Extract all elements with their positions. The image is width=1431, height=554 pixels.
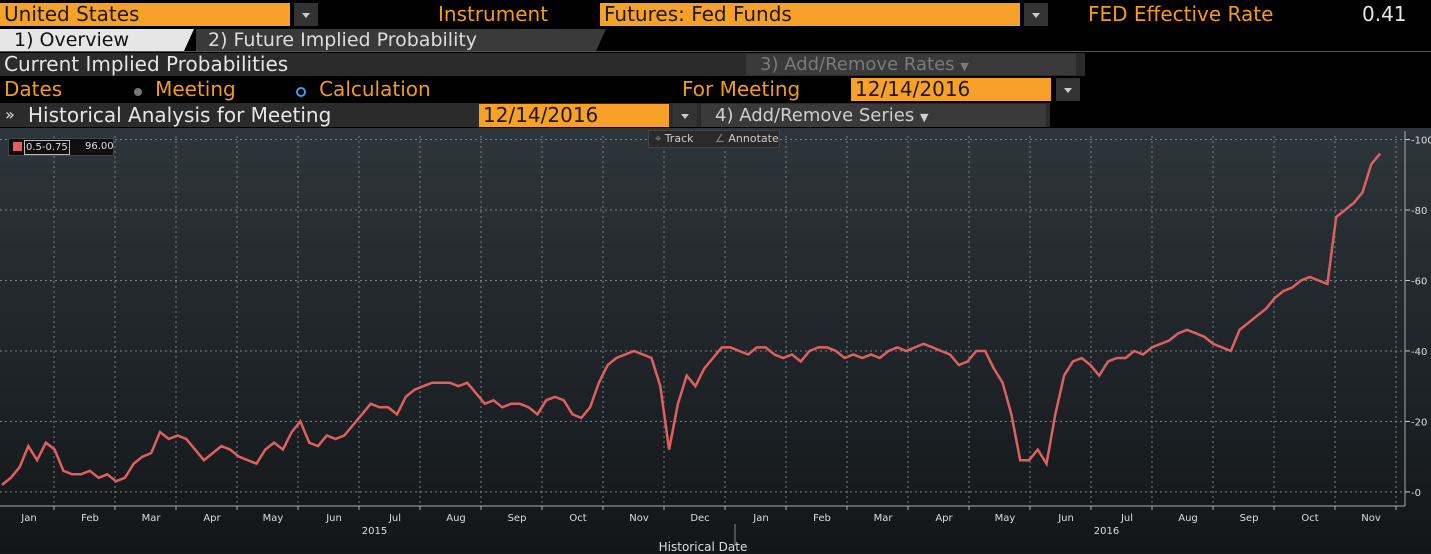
track-button[interactable]: ⌖ Track (655, 131, 694, 147)
caret-down-icon: ▼ (960, 60, 969, 73)
instrument-label: Instrument (438, 2, 549, 26)
legend-swatch (13, 142, 22, 151)
series-line (1, 152, 1382, 486)
x-tick-label: Feb (813, 513, 831, 524)
tab-overview-corner (184, 29, 194, 51)
y-tick-label: -80 (1411, 206, 1427, 217)
y-tick-label: -40 (1411, 347, 1427, 358)
chart-legend[interactable]: 0.5-0.75 96.00 (8, 138, 114, 156)
x-tick-label: Apr (203, 513, 221, 524)
for-meeting-value: 12/14/2016 (855, 77, 971, 101)
x-tick-label: Mar (874, 513, 894, 524)
historical-meeting-dropdown-button[interactable] (673, 104, 697, 127)
radio-selected-icon (296, 86, 306, 97)
for-meeting-label: For Meeting (682, 77, 801, 101)
x-tick-label: Sep (508, 513, 527, 524)
add-remove-rates-label: 3) Add/Remove Rates (760, 54, 955, 75)
chevron-down-icon (1064, 88, 1072, 93)
annotate-button[interactable]: ∠ Annotate (715, 131, 779, 147)
x-tick-label: Jan (20, 513, 36, 524)
section-title: Current Implied Probabilities (4, 52, 289, 76)
historical-title: Historical Analysis for Meeting (28, 103, 332, 127)
tab-overview[interactable]: 1) Overview (0, 29, 184, 51)
country-select[interactable]: United States (0, 3, 290, 26)
x-tick-label: May (995, 513, 1016, 524)
x-tick-label: Oct (569, 513, 586, 524)
historical-meeting-select[interactable]: 12/14/2016 (479, 104, 669, 127)
x-tick-label: Nov (629, 513, 649, 524)
caret-down-icon: ▼ (919, 111, 929, 124)
legend-last-value: 96.00 (85, 141, 114, 152)
chart-toolbar: ⌖ Track ∠ Annotate (648, 130, 780, 148)
pencil-icon: ∠ (715, 132, 725, 145)
year-label: 2015 (362, 526, 387, 537)
for-meeting-select[interactable]: 12/14/2016 (851, 78, 1051, 101)
x-tick-label: Aug (446, 513, 466, 524)
chevron-down-icon (1032, 13, 1040, 18)
radio-meeting-label: Meeting (155, 77, 236, 101)
chevron-down-icon (681, 114, 689, 119)
track-label: Track (664, 132, 694, 145)
x-tick-label: Aug (1178, 513, 1198, 524)
instrument-select[interactable]: Futures: Fed Funds (600, 3, 1020, 26)
x-tick-label: Sep (1240, 513, 1259, 524)
country-dropdown-button[interactable] (294, 3, 318, 26)
x-tick-label: Mar (142, 513, 162, 524)
x-tick-label: Feb (81, 513, 99, 524)
instrument-value: Futures: Fed Funds (604, 2, 792, 26)
x-tick-label: Jul (388, 513, 401, 524)
x-tick-label: Jun (325, 513, 342, 524)
tab-overview-label: 1) Overview (14, 29, 129, 51)
x-tick-label: Oct (1301, 513, 1318, 524)
collapse-chevron-icon[interactable]: » (5, 105, 15, 124)
y-tick-label: -100 (1411, 136, 1431, 147)
tab-future-label: 2) Future Implied Probability (208, 29, 478, 51)
chart-area[interactable]: -0 -20 -40 -60 -80 -100 Jan Feb Mar Apr May Jun Jul… (0, 128, 1431, 554)
x-tick-label: Dec (690, 513, 709, 524)
add-remove-series-button[interactable]: 4) Add/Remove Series ▼ (701, 104, 1046, 127)
x-tick-label: Apr (935, 513, 953, 524)
tab-future-corner (596, 29, 606, 51)
x-tick-label: Jul (1120, 513, 1133, 524)
historical-meeting-value: 12/14/2016 (483, 103, 599, 127)
dates-label: Dates (4, 77, 63, 101)
legend-series-name: 0.5-0.75 (24, 140, 70, 155)
y-tick-label: -0 (1411, 488, 1421, 499)
for-meeting-dropdown-button[interactable] (1056, 78, 1080, 101)
fed-rate-label: FED Effective Rate (1088, 2, 1274, 26)
x-tick-label: Nov (1361, 513, 1381, 524)
year-label: 2016 (1094, 526, 1119, 537)
x-tick-label: Jan (752, 513, 768, 524)
tab-underline (0, 51, 1431, 52)
radio-meeting[interactable]: Meeting (134, 78, 236, 101)
tab-future-implied-probability[interactable]: 2) Future Implied Probability (196, 29, 596, 51)
fed-rate-value: 0.41 (1362, 2, 1407, 26)
y-tick-label: -60 (1411, 276, 1427, 287)
radio-calculation-label: Calculation (319, 77, 431, 101)
line-chart: -0 -20 -40 -60 -80 -100 Jan Feb Mar Apr May Jun Jul… (0, 131, 1431, 554)
instrument-dropdown-button[interactable] (1024, 3, 1048, 26)
chevron-down-icon (302, 13, 310, 18)
add-remove-rates-button[interactable]: 3) Add/Remove Rates ▼ (746, 54, 1076, 75)
crosshair-icon: ⌖ (655, 132, 662, 145)
x-axis-title: Historical Date (659, 540, 748, 554)
annotate-label: Annotate (728, 132, 779, 145)
x-tick-label: Jun (1057, 513, 1074, 524)
radio-calculation[interactable]: Calculation (296, 78, 431, 101)
add-remove-series-label: 4) Add/Remove Series (715, 105, 915, 126)
x-tick-label: May (263, 513, 284, 524)
y-tick-label: -20 (1411, 417, 1427, 428)
country-value: United States (4, 2, 140, 26)
radio-unselected-icon (134, 87, 142, 96)
